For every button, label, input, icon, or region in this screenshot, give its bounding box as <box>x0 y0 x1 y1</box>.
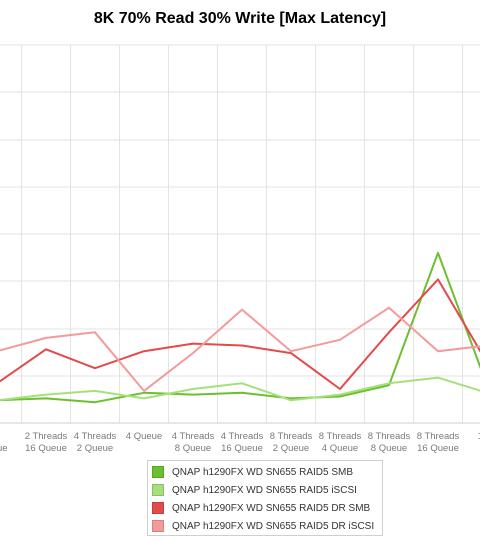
x-tick-label: 2 Queue <box>77 443 113 454</box>
legend-swatch <box>152 520 164 532</box>
x-tick-label: 16 Queue <box>25 443 67 454</box>
legend-swatch <box>152 502 164 514</box>
legend-swatch <box>152 484 164 496</box>
legend-swatch <box>152 466 164 478</box>
x-tick-label: 16 T <box>478 431 480 442</box>
x-tick-label: 16 Queue <box>417 443 459 454</box>
x-tick-label: 2 Queue <box>273 443 309 454</box>
legend-label: QNAP h1290FX WD SN655 RAID5 DR iSCSI <box>172 520 375 532</box>
x-tick-label: 4 Threads <box>74 431 117 442</box>
series-line <box>0 306 480 392</box>
series-line <box>0 278 480 390</box>
legend-item[interactable]: QNAP h1290FX WD SN655 RAID5 SMB <box>152 463 382 481</box>
series-line <box>0 376 480 402</box>
x-tick-label: 16 Queue <box>221 443 263 454</box>
chart-title: 8K 70% Read 30% Write [Max Latency] <box>93 10 387 27</box>
grid <box>0 44 480 424</box>
legend-item[interactable]: QNAP h1290FX WD SN655 RAID5 DR SMB <box>152 499 382 517</box>
series-lines <box>0 251 480 404</box>
x-tick-label: ueue <box>0 443 8 454</box>
x-tick-label: 4 Threads <box>172 431 215 442</box>
x-tick-label: 8 Queue <box>371 443 407 454</box>
x-tick-label: 8 Threads <box>270 431 313 442</box>
x-tick-label: 4 Queue <box>126 431 162 442</box>
x-tick-label: 4 Threads <box>221 431 264 442</box>
x-tick-label: 2 Threads <box>25 431 68 442</box>
legend-label: QNAP h1290FX WD SN655 RAID5 SMB <box>172 466 353 478</box>
legend: QNAP h1290FX WD SN655 RAID5 SMB QNAP h12… <box>147 460 383 536</box>
series-line <box>0 251 480 404</box>
x-tick-label: 8 Threads <box>417 431 460 442</box>
x-tick-label: 8 Threads <box>319 431 362 442</box>
x-tick-label: 4 Queue <box>322 443 358 454</box>
x-tick-label: 8 Threads <box>368 431 411 442</box>
legend-item[interactable]: QNAP h1290FX WD SN655 RAID5 iSCSI <box>152 481 382 499</box>
x-tick-label: 8 Queue <box>175 443 211 454</box>
legend-label: QNAP h1290FX WD SN655 RAID5 iSCSI <box>172 484 357 496</box>
legend-label: QNAP h1290FX WD SN655 RAID5 DR SMB <box>172 502 371 514</box>
legend-item[interactable]: QNAP h1290FX WD SN655 RAID5 DR iSCSI <box>152 517 382 535</box>
